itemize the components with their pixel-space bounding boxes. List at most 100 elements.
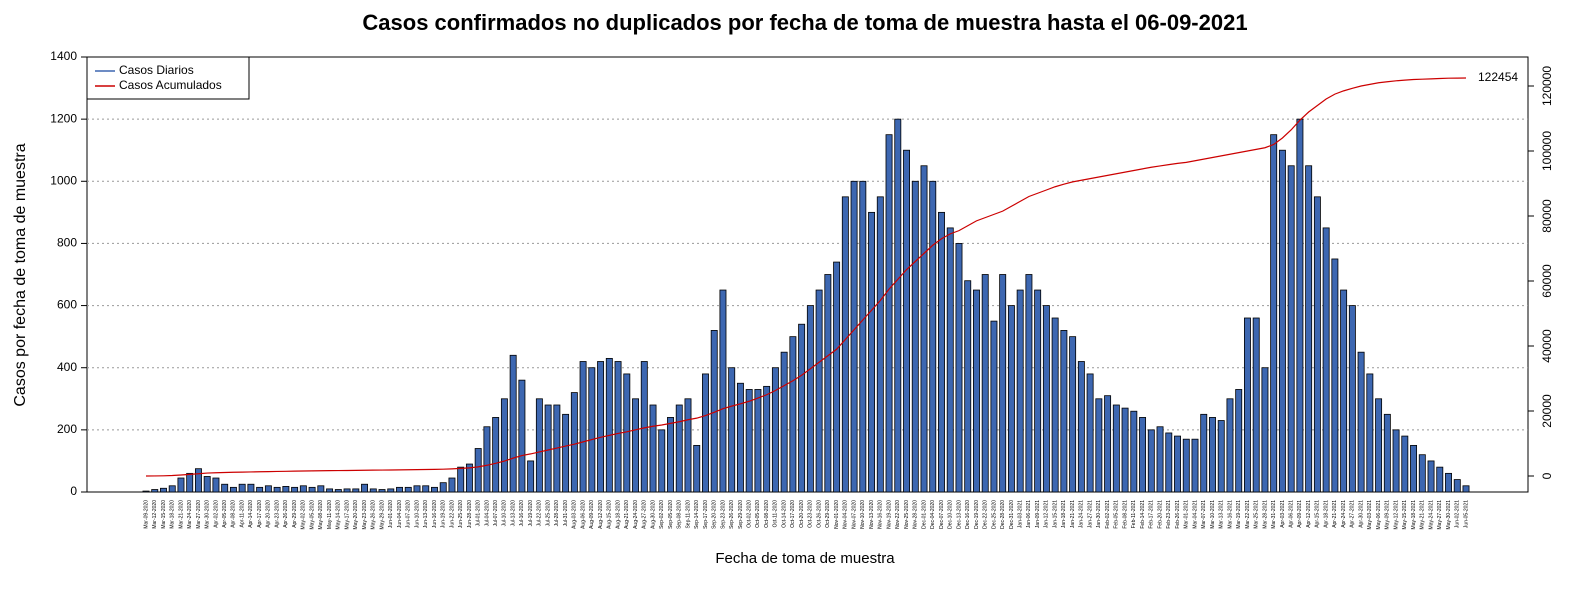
bar [1200, 413, 1208, 493]
x-tick-label: Jan-12-2021 [1044, 500, 1050, 528]
bar [1313, 196, 1321, 493]
x-tick-label: Oct-26-2020 [816, 500, 822, 528]
bar [361, 483, 369, 493]
bar [448, 477, 456, 493]
bar [1243, 317, 1251, 493]
bar [509, 354, 517, 493]
bar [728, 367, 736, 493]
bar [518, 379, 526, 493]
legend-box [86, 56, 250, 100]
bar [343, 488, 351, 493]
bar [1086, 373, 1094, 493]
bar [693, 444, 701, 493]
x-tick-label: Mar-12-2020 [152, 500, 158, 529]
legend-label: Casos Diarios [119, 63, 194, 77]
x-tick-label: Jul-25-2020 [545, 500, 551, 527]
x-tick-label: Jun-16-2020 [432, 500, 438, 528]
x-tick-label: Nov-04-2020 [843, 500, 849, 529]
x-tick-label: Jun-01-2020 [388, 500, 394, 528]
x-tick-label: Oct-05-2020 [755, 500, 761, 528]
x-tick-label: Jul-10-2020 [502, 500, 508, 527]
bar [649, 404, 657, 493]
x-tick-label: Aug-21-2020 [624, 500, 630, 529]
x-tick-label: Jun-28-2020 [467, 500, 473, 528]
x-tick-label: Apr-30-2021 [1358, 500, 1364, 528]
bar [1060, 330, 1068, 493]
x-tick-label: Aug-18-2020 [615, 500, 621, 529]
chart-title: Casos confirmados no duplicados por fech… [362, 10, 1247, 35]
bar [1042, 305, 1050, 493]
x-tick-label: Mar-01-2021 [1184, 500, 1190, 529]
bar [964, 280, 972, 493]
y-tick-label: 1200 [50, 111, 77, 125]
bar [1051, 317, 1059, 493]
x-tick-label: Apr-08-2020 [231, 500, 237, 528]
y2-tick-label: 40000 [1540, 329, 1554, 363]
x-tick-label: Apr-05-2020 [222, 500, 228, 528]
bar [588, 367, 596, 493]
bar [1357, 351, 1365, 493]
bar [920, 165, 928, 493]
bar [929, 180, 937, 493]
bar [221, 483, 229, 493]
x-tick-label: May-12-2021 [1393, 500, 1399, 530]
x-tick-label: Jun-13-2020 [423, 500, 429, 528]
bar [946, 227, 954, 493]
x-tick-label: Mar-25-2021 [1254, 500, 1260, 529]
bar [369, 488, 377, 493]
y2-tick-label: 60000 [1540, 264, 1554, 298]
x-tick-label: Jul-01-2020 [476, 500, 482, 527]
bar [1305, 165, 1313, 493]
x-tick-label: May-23-2020 [362, 500, 368, 530]
x-tick-label: Dec-04-2020 [930, 500, 936, 529]
x-tick-label: Feb-23-2021 [1166, 500, 1172, 529]
x-tick-label: Nov-13-2020 [869, 500, 875, 529]
bar [789, 336, 797, 493]
x-tick-label: Dec-01-2020 [921, 500, 927, 529]
x-tick-label: Apr-03-2021 [1280, 500, 1286, 528]
bar [1340, 289, 1348, 493]
bar [352, 488, 360, 493]
bar [229, 486, 237, 493]
bar [806, 305, 814, 493]
x-tick-label: May-14-2020 [336, 500, 342, 530]
bar [1348, 305, 1356, 493]
bar [527, 460, 535, 493]
x-tick-label: Nov-10-2020 [860, 500, 866, 529]
bar [1104, 395, 1112, 493]
x-tick-label: Jun-10-2020 [414, 500, 420, 528]
x-tick-label: Dec-10-2020 [948, 500, 954, 529]
bar [1366, 373, 1374, 493]
x-tick-label: Aug-15-2020 [607, 500, 613, 529]
bar [597, 361, 605, 493]
x-tick-label: Jan-30-2021 [1096, 500, 1102, 528]
bar [990, 320, 998, 493]
bar [1182, 438, 1190, 493]
bar [194, 468, 202, 493]
bar [483, 426, 491, 493]
x-tick-label: May-24-2021 [1428, 500, 1434, 530]
bar [667, 417, 674, 493]
x-tick-label: Jul-28-2020 [554, 500, 560, 527]
x-tick-label: Feb-14-2021 [1140, 500, 1146, 529]
y2-tick-label: 0 [1540, 472, 1554, 479]
x-tick-label: Mar-10-2021 [1210, 500, 1216, 529]
bar [1287, 165, 1295, 493]
bar [1016, 289, 1024, 493]
bar [1226, 398, 1234, 493]
x-tick-label: Dec-28-2020 [1000, 500, 1006, 529]
bar [500, 398, 508, 493]
x-tick-label: Apr-26-2020 [283, 500, 289, 528]
bar [535, 398, 543, 493]
bar [579, 361, 587, 493]
x-tick-label: Aug-27-2020 [642, 500, 648, 529]
x-tick-label: Apr-09-2021 [1297, 500, 1303, 528]
x-tick-label: Apr-17-2020 [257, 500, 263, 528]
y-tick-label: 600 [57, 298, 77, 312]
bar [1392, 429, 1400, 493]
x-tick-label: Dec-07-2020 [939, 500, 945, 529]
legend-label: Casos Acumulados [119, 78, 222, 92]
bar [160, 487, 167, 493]
bar [684, 398, 692, 493]
bar [562, 413, 570, 493]
